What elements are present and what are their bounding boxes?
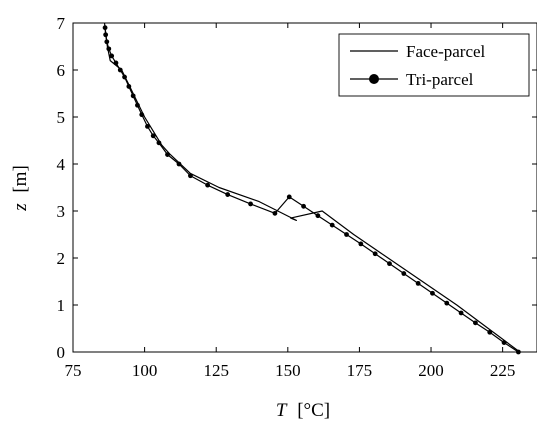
x-tick-label: 100 xyxy=(132,361,158,380)
x-axis-variable: T xyxy=(276,400,288,421)
data-point xyxy=(122,74,127,80)
series-layer xyxy=(102,22,521,355)
data-point xyxy=(145,124,150,129)
data-point xyxy=(103,32,109,38)
axes: 75 100 125 150 175 200 225 0 1 2 3 4 5 6 7 xyxy=(57,14,537,380)
legend-label-tri-parcel: Tri-parcel xyxy=(406,70,474,89)
data-point xyxy=(248,201,253,207)
x-tick-label: 225 xyxy=(490,361,516,380)
x-tick-label: 125 xyxy=(203,361,229,380)
data-point xyxy=(444,300,450,306)
data-point xyxy=(176,161,182,167)
x-axis-unit: [°C] xyxy=(297,400,330,421)
legend: Face-parcel Tri-parcel xyxy=(338,33,530,97)
y-tick-label: 3 xyxy=(57,202,66,221)
data-point xyxy=(106,46,112,52)
data-point xyxy=(430,290,435,296)
y-axis-variable: z xyxy=(10,203,31,212)
data-point xyxy=(501,340,507,345)
data-point xyxy=(225,192,231,197)
data-point xyxy=(126,84,132,89)
svg-text:T [°C]: T [°C] xyxy=(276,400,330,421)
data-point xyxy=(139,112,145,118)
data-point xyxy=(113,60,119,66)
y-tick-label: 6 xyxy=(57,61,66,80)
data-point xyxy=(188,173,193,179)
y-tick-label: 2 xyxy=(57,249,66,268)
data-point xyxy=(329,222,335,228)
data-point xyxy=(301,203,306,209)
x-tick-label: 75 xyxy=(65,361,82,380)
data-point xyxy=(458,310,464,316)
y-tick-label: 1 xyxy=(57,296,66,315)
data-point xyxy=(130,93,136,99)
legend-label-face-parcel: Face-parcel xyxy=(406,42,486,61)
y-tick-label: 5 xyxy=(57,108,66,127)
data-point xyxy=(286,194,292,200)
x-tick-label: 150 xyxy=(275,361,301,380)
data-point xyxy=(401,271,407,276)
data-point xyxy=(165,152,170,158)
y-tick-label: 4 xyxy=(57,155,66,174)
data-point xyxy=(135,102,140,108)
data-point xyxy=(104,39,110,45)
y-tick-label: 7 xyxy=(57,14,66,33)
data-point xyxy=(102,25,108,31)
legend-marker-tri-parcel xyxy=(369,74,379,84)
data-point xyxy=(150,133,156,139)
x-tick-label: 175 xyxy=(347,361,373,380)
data-point xyxy=(415,280,421,286)
y-tick-label: 0 xyxy=(57,343,66,362)
data-point xyxy=(315,213,321,219)
data-point xyxy=(156,140,162,146)
svg-text:z [m]: z [m] xyxy=(10,165,31,212)
x-tick-label: 200 xyxy=(418,361,444,380)
data-point xyxy=(205,182,211,188)
data-point xyxy=(387,261,392,267)
y-axis-unit: [m] xyxy=(10,165,31,192)
data-point xyxy=(473,320,478,326)
data-point xyxy=(358,241,364,247)
data-point xyxy=(487,329,493,335)
data-point xyxy=(117,67,123,73)
axes-box xyxy=(72,22,537,353)
x-axis-label: T [°C] xyxy=(276,400,330,421)
y-axis-label: z [m] xyxy=(10,165,31,212)
data-point xyxy=(109,53,115,59)
data-point xyxy=(272,210,278,216)
data-point xyxy=(372,251,378,257)
legend-box xyxy=(338,33,530,97)
data-point xyxy=(344,232,349,237)
